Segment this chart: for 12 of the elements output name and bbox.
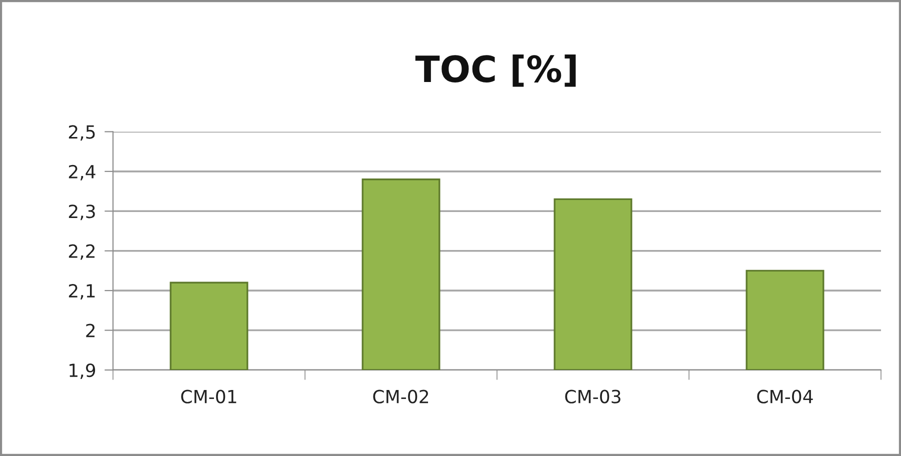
x-tick-label: CM-03 bbox=[565, 390, 620, 404]
y-tick-label: 2,1 bbox=[68, 284, 95, 300]
x-tick-label: CM-04 bbox=[757, 390, 813, 404]
y-tick-label: 2,2 bbox=[68, 244, 95, 260]
chart-title: TOC [%] bbox=[415, 54, 576, 87]
y-tick-label: 2,4 bbox=[68, 164, 96, 180]
x-tick-label: CM-02 bbox=[373, 390, 428, 404]
y-tick-label: 1,9 bbox=[70, 363, 96, 379]
x-tick-label: CM-01 bbox=[181, 390, 236, 404]
y-tick-label: 2,5 bbox=[68, 125, 95, 141]
y-tick-label: 2,3 bbox=[68, 204, 95, 220]
y-tick-label: 2 bbox=[86, 324, 95, 338]
